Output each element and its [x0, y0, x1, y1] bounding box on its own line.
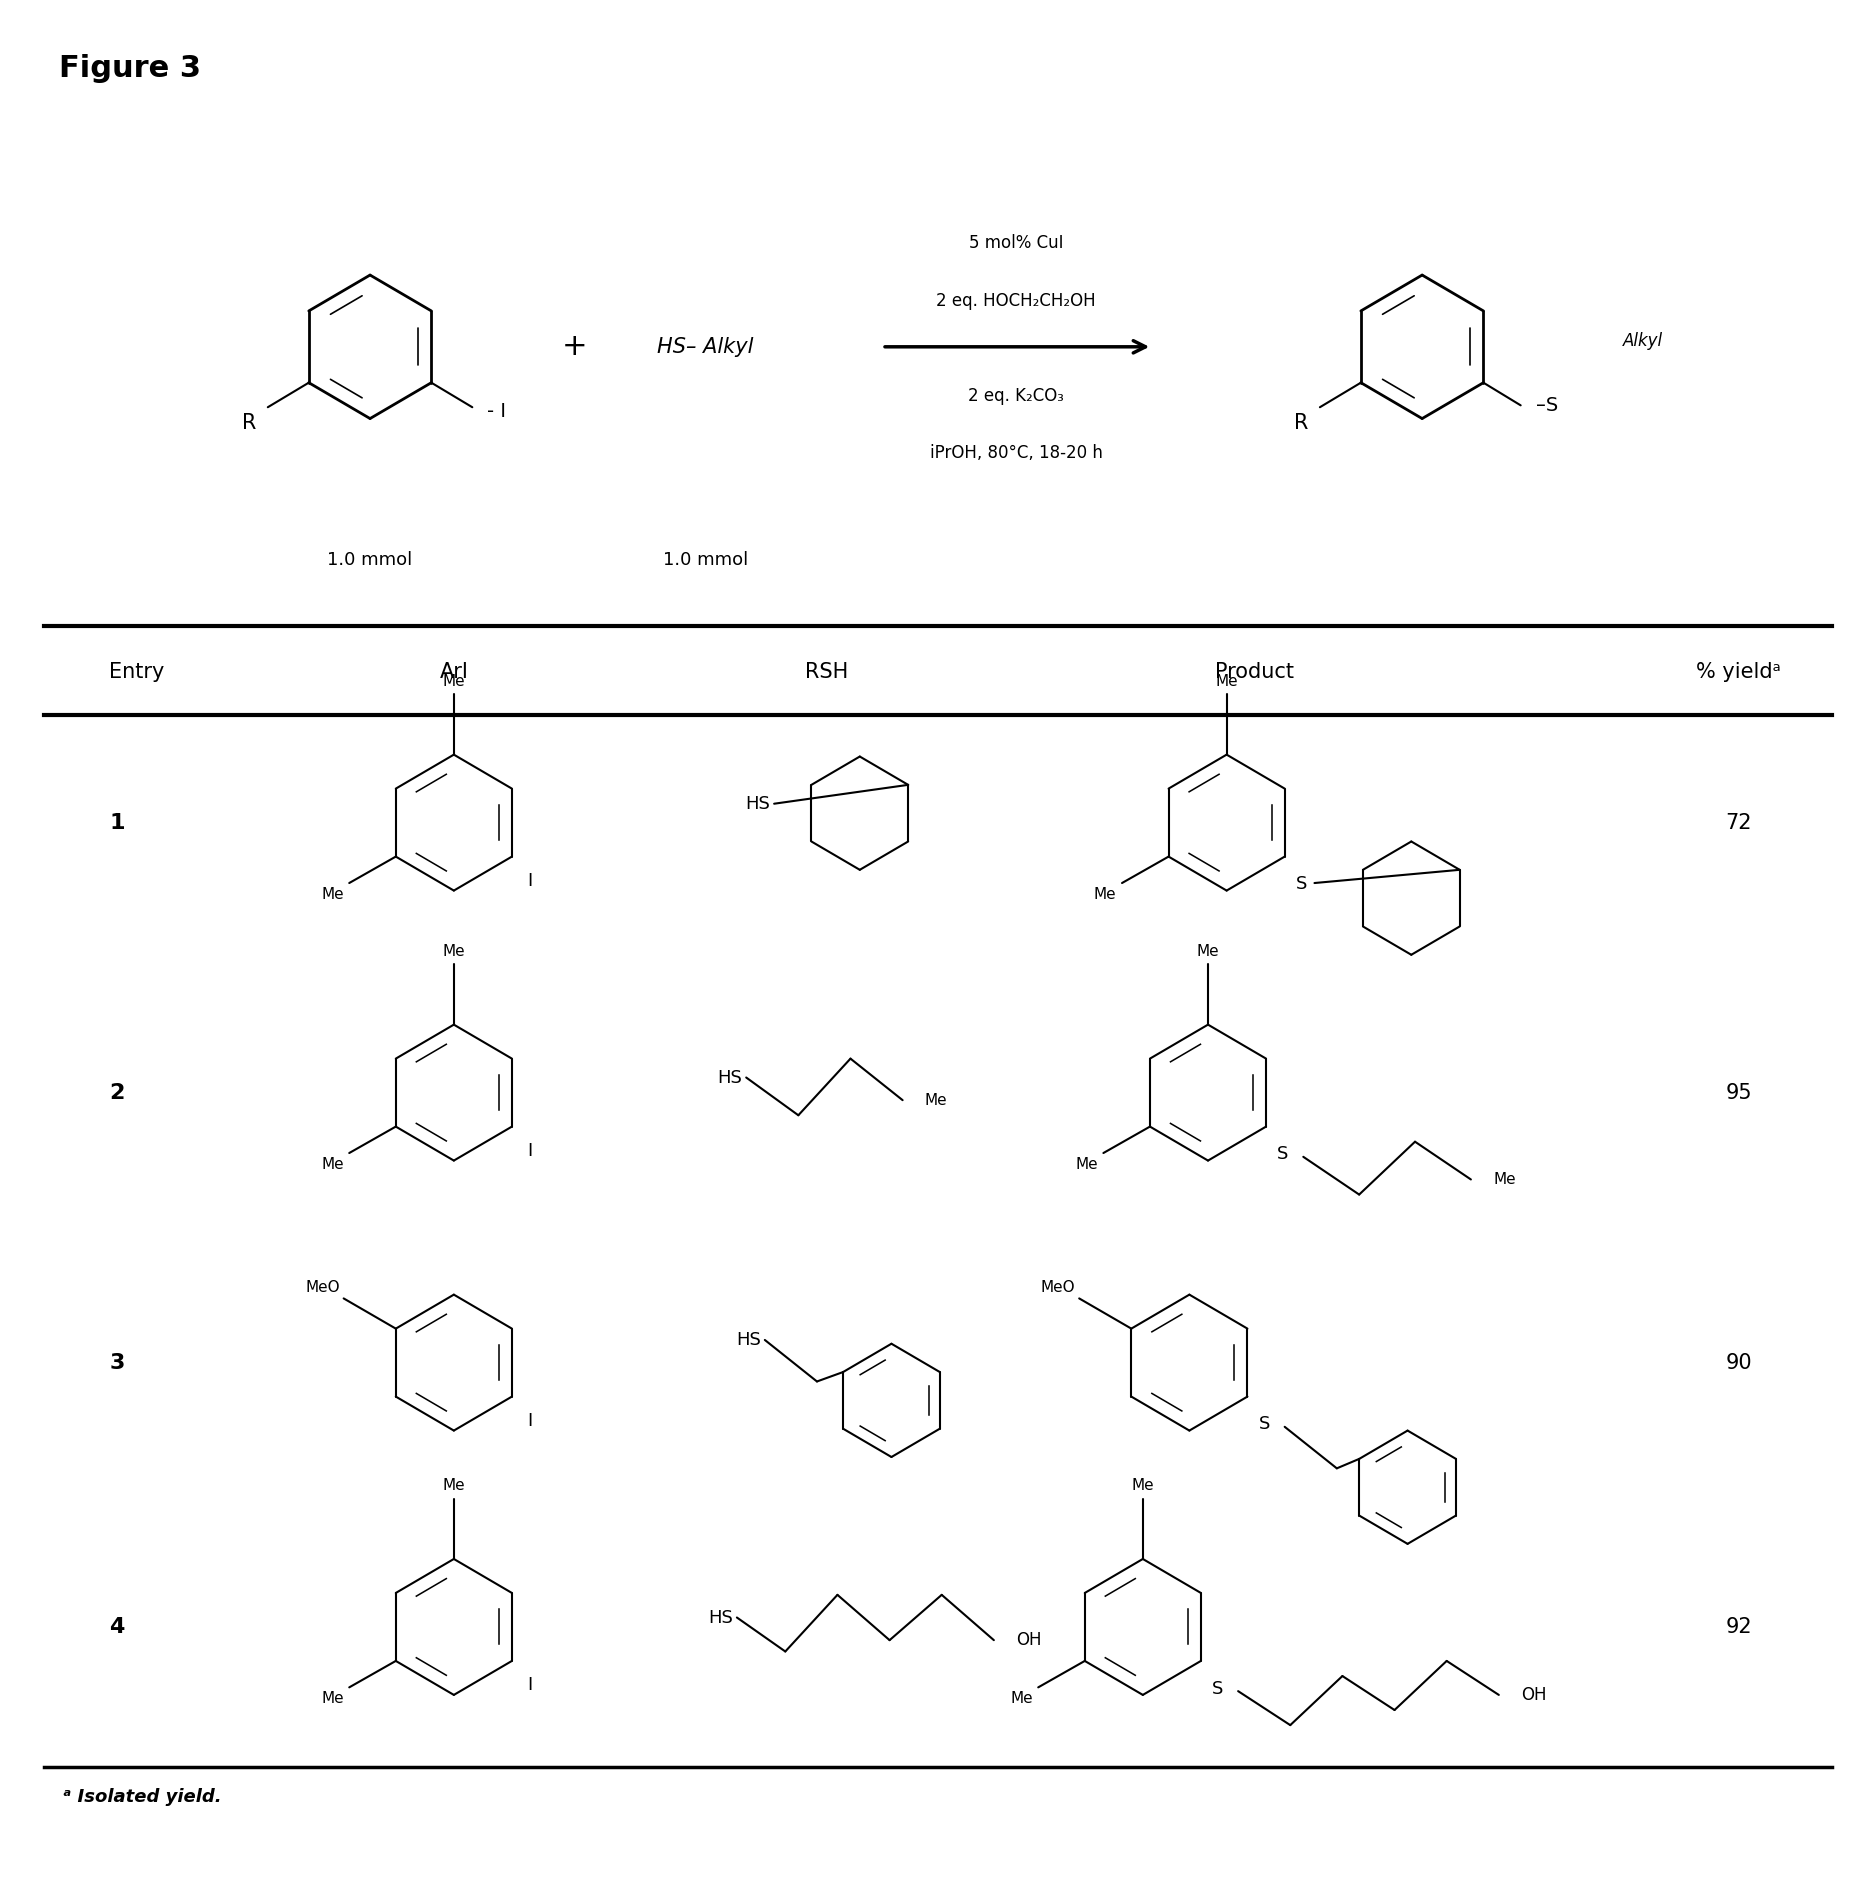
Text: Me: Me	[321, 1156, 343, 1172]
Text: 72: 72	[1726, 812, 1752, 833]
Text: iPrOH, 80°C, 18-20 h: iPrOH, 80°C, 18-20 h	[930, 443, 1103, 462]
Text: HS: HS	[735, 1331, 762, 1349]
Text: MeO: MeO	[306, 1280, 340, 1295]
Text: Figure 3: Figure 3	[58, 53, 201, 84]
Text: Alkyl: Alkyl	[1623, 333, 1664, 350]
Text: I: I	[527, 871, 533, 890]
Text: +: +	[563, 333, 587, 361]
Text: Me: Me	[443, 1478, 465, 1493]
Text: S: S	[1278, 1145, 1289, 1164]
Text: Me: Me	[1197, 943, 1219, 959]
Text: 2 eq. K₂CO₃: 2 eq. K₂CO₃	[968, 386, 1064, 405]
Text: 2 eq. HOCH₂CH₂OH: 2 eq. HOCH₂CH₂OH	[936, 293, 1096, 310]
Text: 3: 3	[109, 1352, 124, 1373]
Text: Me: Me	[1131, 1478, 1154, 1493]
Text: Me: Me	[321, 1691, 343, 1706]
Text: 1.0 mmol: 1.0 mmol	[662, 552, 749, 569]
Text: Me: Me	[925, 1092, 947, 1107]
Text: 1.0 mmol: 1.0 mmol	[328, 552, 413, 569]
Text: MeO: MeO	[1041, 1280, 1075, 1295]
Text: Me: Me	[1094, 886, 1116, 902]
Text: I: I	[527, 1141, 533, 1160]
Text: 90: 90	[1726, 1352, 1752, 1373]
Text: OH: OH	[1521, 1685, 1546, 1704]
Text: HS: HS	[709, 1609, 734, 1626]
Text: OH: OH	[1017, 1632, 1041, 1649]
Text: Product: Product	[1216, 662, 1294, 681]
Text: 5 mol% CuI: 5 mol% CuI	[970, 234, 1064, 251]
Text: S: S	[1212, 1679, 1223, 1698]
Text: 2: 2	[109, 1082, 124, 1103]
Text: I: I	[527, 1411, 533, 1430]
Text: 92: 92	[1726, 1617, 1752, 1638]
Text: - I: - I	[488, 401, 507, 420]
Text: 95: 95	[1726, 1082, 1752, 1103]
Text: ᵃ Isolated yield.: ᵃ Isolated yield.	[62, 1788, 221, 1805]
Text: R: R	[1294, 413, 1309, 434]
Text: Me: Me	[443, 943, 465, 959]
Text: Me: Me	[321, 886, 343, 902]
Text: R: R	[242, 413, 257, 434]
Text: Entry: Entry	[109, 662, 165, 681]
Text: Me: Me	[1009, 1691, 1032, 1706]
Text: 4: 4	[109, 1617, 124, 1638]
Text: S: S	[1259, 1415, 1270, 1434]
Text: 1: 1	[109, 812, 126, 833]
Text: S: S	[1296, 875, 1308, 894]
Text: –S: –S	[1536, 396, 1557, 415]
Text: HS: HS	[719, 1069, 743, 1086]
Text: Me: Me	[1075, 1156, 1097, 1172]
Text: HS– Alkyl: HS– Alkyl	[657, 337, 754, 358]
Text: Me: Me	[1216, 673, 1238, 689]
Text: Me: Me	[1493, 1172, 1516, 1187]
Text: RSH: RSH	[805, 662, 848, 681]
Text: ArI: ArI	[439, 662, 469, 681]
Text: I: I	[527, 1676, 533, 1695]
Text: Me: Me	[443, 673, 465, 689]
Text: HS: HS	[745, 795, 771, 812]
Text: % yieldᵃ: % yieldᵃ	[1696, 662, 1780, 681]
